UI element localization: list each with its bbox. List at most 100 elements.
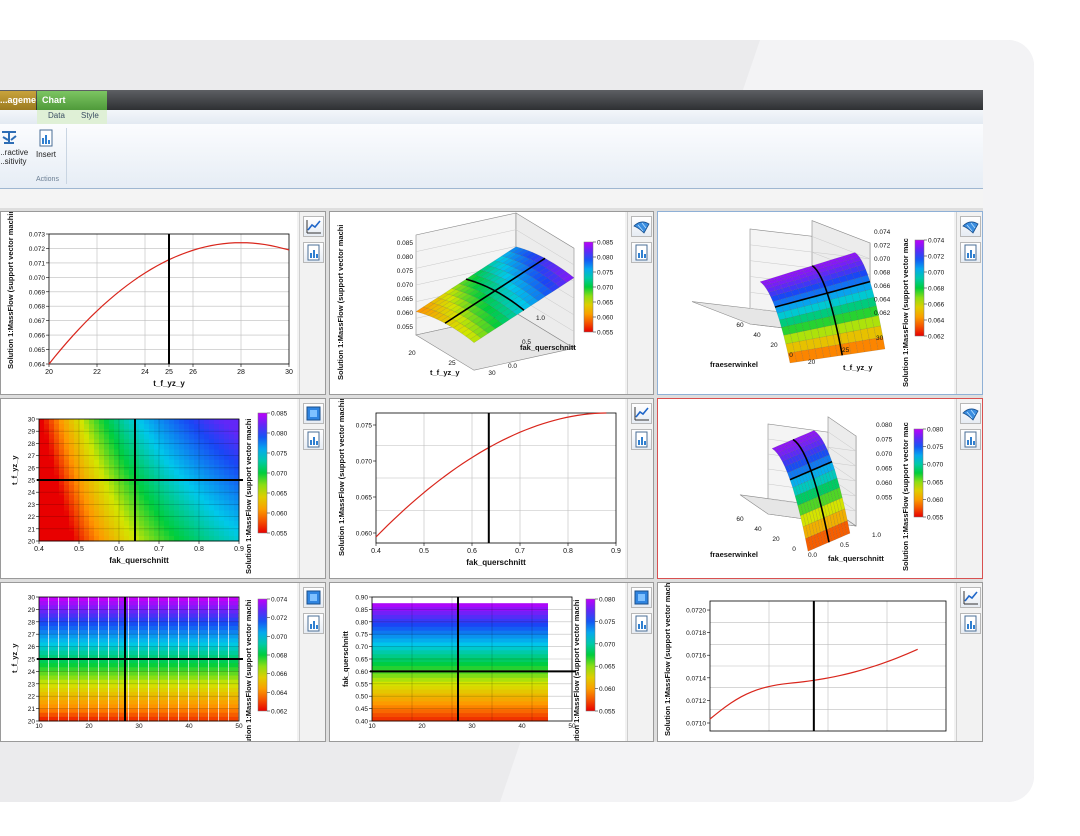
- sensitivity-icon: [2, 131, 17, 144]
- chart-panel-6[interactable]: 0.080 0.075 0.070 0.065 0.060 0.055 60 40 20 0 0.0…: [657, 398, 983, 579]
- x-tick-label: 0.8: [563, 548, 573, 555]
- x-tick-label: 20: [45, 369, 53, 376]
- report-button[interactable]: [303, 242, 324, 263]
- chart-panel-3[interactable]: 0.074 0.072 0.070 0.068 0.066 0.064 0.062 60 40 2…: [657, 211, 983, 395]
- contour-button[interactable]: [303, 403, 324, 424]
- colorbar-tick-label: 0.074: [928, 238, 945, 245]
- y-tick-label: 0.065: [356, 495, 373, 502]
- axis1-label: t_f_yz_y: [430, 368, 460, 377]
- report-button[interactable]: [303, 613, 324, 634]
- z-tick-label: 0.060: [876, 480, 893, 487]
- report-icon: [635, 244, 648, 261]
- y-tick-label: 0.50: [355, 694, 368, 701]
- tab-management[interactable]: ...agement: [0, 91, 36, 110]
- y-tick-label: 20: [28, 719, 36, 726]
- panel-toolbar: [956, 399, 982, 578]
- ribbon-tab-bar: ...agement Chart: [0, 90, 983, 110]
- response-surface: [759, 252, 886, 364]
- z-axis-label: Solution 1:MassFlow (support vector mach…: [336, 225, 345, 380]
- surface-3d-button[interactable]: [631, 216, 652, 237]
- colorbar-tick-label: 0.085: [271, 411, 288, 418]
- surface-3d-icon: [633, 221, 650, 234]
- z-tick-label: 0.062: [874, 310, 891, 317]
- chart-panel-5[interactable]: 0.4 0.5 0.6 0.7 0.8 0.9 0.060 0.065 0.070 0.075 fa…: [329, 398, 654, 579]
- tab-chart[interactable]: Chart: [37, 91, 107, 110]
- report-button[interactable]: [303, 429, 324, 450]
- colorbar: [257, 412, 268, 534]
- panel-toolbar: [627, 399, 653, 578]
- x-tick-label: 0.6: [114, 546, 124, 553]
- line-chart-button[interactable]: [960, 587, 981, 608]
- chart-panel-9[interactable]: 0.0710 0.0712 0.0714 0.0716 0.0718 0.0720 Solu…: [657, 582, 983, 742]
- report-icon: [964, 431, 977, 448]
- y-tick-label: 23: [28, 681, 36, 688]
- y-tick-label: 0.065: [29, 347, 46, 354]
- x-axis-label: fak_querschnitt: [109, 556, 169, 565]
- surface-crosshair-v[interactable]: [444, 257, 546, 324]
- x-tick-label: 0.7: [154, 546, 164, 553]
- x-tick-label: 30: [285, 369, 293, 376]
- y-tick-label: 0.40: [355, 719, 368, 726]
- report-button[interactable]: [631, 613, 652, 634]
- chart-panel-8[interactable]: 10 20 30 40 50 0.40 0.45 0.50 0.55 0.60 0.65 0.70 0.…: [329, 582, 654, 742]
- y-axis-label: t_f_yz_y: [10, 455, 19, 485]
- report-button[interactable]: [631, 429, 652, 450]
- line-chart-button[interactable]: [303, 216, 324, 237]
- y-tick-label: 28: [28, 441, 36, 448]
- y-tick-label: 0.55: [355, 681, 368, 688]
- z-tick-label: 0.065: [876, 466, 893, 473]
- x-tick-label: 22: [93, 369, 101, 376]
- z-tick-label: 0.068: [874, 270, 891, 277]
- insert-button[interactable]: Insert: [32, 128, 60, 159]
- colorbar-label: Solution 1:MassFlow (support vector mach…: [572, 600, 581, 741]
- report-button[interactable]: [960, 429, 981, 450]
- y-tick-label: 22: [28, 514, 36, 521]
- line-chart-button[interactable]: [631, 403, 652, 424]
- y-tick-label: 0.80: [355, 619, 368, 626]
- z-axis-label: Solution 1:MassFlow (support vector mac: [901, 422, 910, 571]
- z-tick-label: 0.070: [876, 451, 893, 458]
- axis1-tick-label: 60: [736, 322, 744, 329]
- contour-button[interactable]: [631, 587, 652, 608]
- x-tick-label: 20: [418, 723, 426, 730]
- colorbar-tick-label: 0.065: [597, 300, 614, 307]
- y-tick-label: 0.0710: [686, 721, 706, 728]
- x-tick-label: 24: [141, 369, 149, 376]
- y-tick-label: 0.075: [356, 423, 373, 430]
- axis1-tick-label: 0: [792, 546, 796, 553]
- chart-panel-4-plot: 0.4 0.5 0.6 0.7 0.8 0.9 20 21 22 23 24 25 26 27 28 29 30…: [1, 399, 297, 578]
- surface-3d-icon: [962, 221, 979, 234]
- surface-crosshair-v[interactable]: [789, 460, 833, 481]
- y-tick-label: 24: [28, 490, 36, 497]
- report-button[interactable]: [960, 613, 981, 634]
- z-tick-label: 0.064: [874, 297, 891, 304]
- x-tick-label: 0.9: [234, 546, 244, 553]
- interactive-sensitivity-button[interactable]: ...ractive ...sitivity: [0, 128, 28, 166]
- y-axis-label: Solution 1:MassFlow (support vector mach…: [337, 399, 346, 556]
- chart-panel-2[interactable]: 0.055 0.060 0.065 0.070 0.075 0.080 0.085 20 25 3…: [329, 211, 654, 395]
- axis2-tick-label: 1.0: [872, 532, 881, 539]
- x-tick-label: 0.4: [34, 546, 44, 553]
- subtab-style[interactable]: Style: [81, 111, 99, 120]
- insert-chart-icon: [39, 129, 53, 147]
- surface-3d-button[interactable]: [960, 216, 981, 237]
- axis2-label: fak_querschnitt: [520, 343, 576, 352]
- y-tick-label: 0.064: [29, 362, 46, 369]
- panel-toolbar: [627, 583, 653, 741]
- report-button[interactable]: [631, 242, 652, 263]
- subtab-data[interactable]: Data: [48, 111, 65, 120]
- report-button[interactable]: [960, 242, 981, 263]
- z-tick-label: 0.075: [397, 268, 414, 275]
- surface-crosshair-v[interactable]: [774, 280, 871, 308]
- contour-button[interactable]: [303, 587, 324, 608]
- y-tick-label: 28: [28, 619, 36, 626]
- chart-panel-4[interactable]: 0.4 0.5 0.6 0.7 0.8 0.9 20 21 22 23 24 25 26 27 28 29 30…: [0, 398, 326, 579]
- colorbar-tick-label: 0.055: [599, 709, 616, 716]
- surface-3d-button[interactable]: [960, 403, 981, 424]
- chart-panel-7[interactable]: 10 20 30 40 50 20 21 22 23 24 25 26 27 28 29 30 t_f_yz_y…: [0, 582, 326, 742]
- line-chart-icon: [963, 591, 978, 605]
- plot-frame: [375, 412, 617, 544]
- y-axis-label: t_f_yz_y: [10, 643, 19, 673]
- chart-panel-1[interactable]: 20 22 24 25 26 28 30 0.064 0.065 0.066 0.067 0.068 0…: [0, 211, 326, 395]
- colorbar-tick-label: 0.055: [271, 531, 288, 538]
